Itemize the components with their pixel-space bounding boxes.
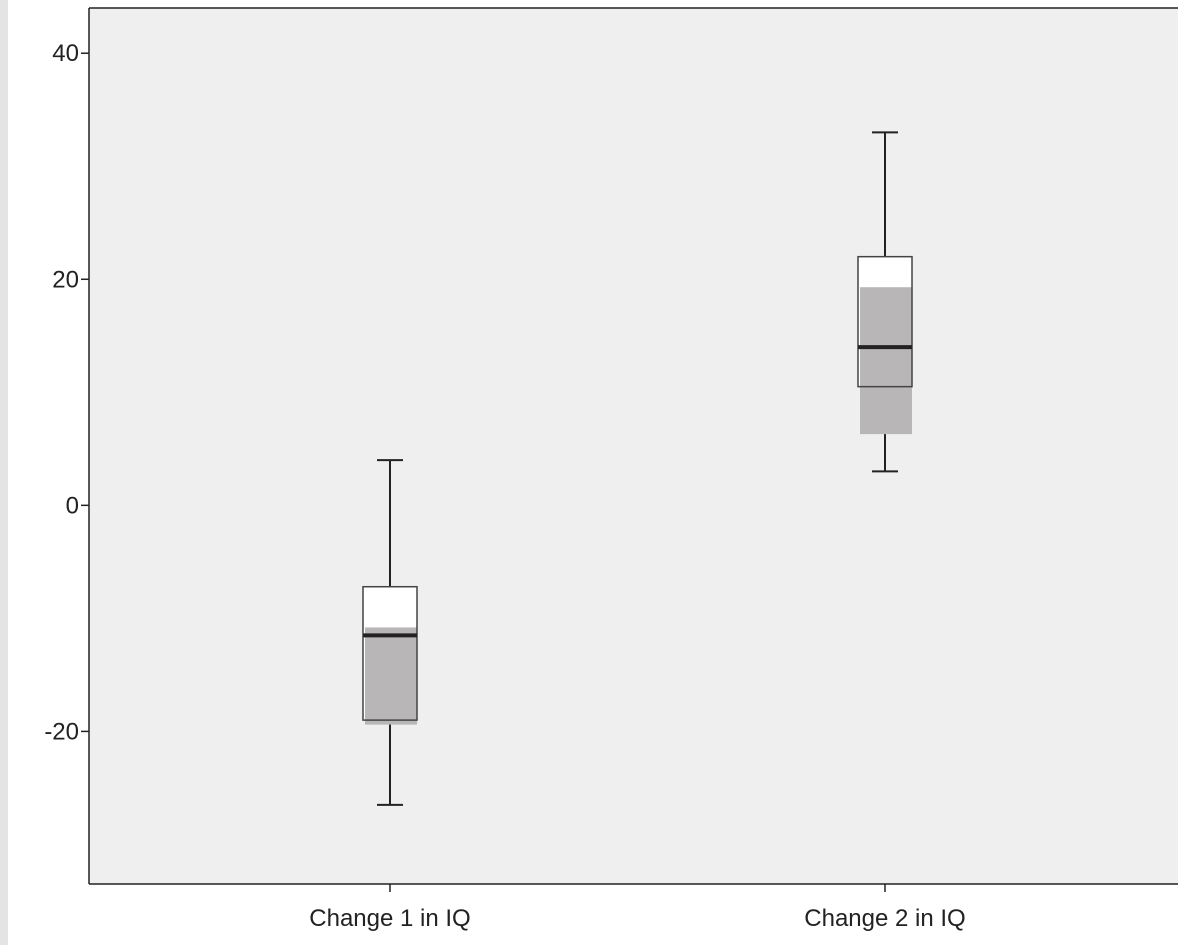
x-tick-label: Change 2 in IQ: [804, 905, 965, 932]
shaded-band: [365, 627, 417, 724]
shaded-band: [860, 287, 912, 434]
y-axis-ticks: -20 0 20 40: [44, 40, 89, 745]
y-tick-label: 0: [66, 492, 79, 519]
left-edge-strip: [0, 0, 8, 945]
plot-area: [89, 8, 1178, 884]
x-tick-label: Change 1 in IQ: [309, 905, 470, 932]
x-axis-ticks: Change 1 in IQ Change 2 in IQ: [309, 884, 965, 932]
y-tick-label: 40: [52, 40, 79, 67]
y-tick-label: -20: [44, 718, 79, 745]
y-tick-label: 20: [52, 266, 79, 293]
